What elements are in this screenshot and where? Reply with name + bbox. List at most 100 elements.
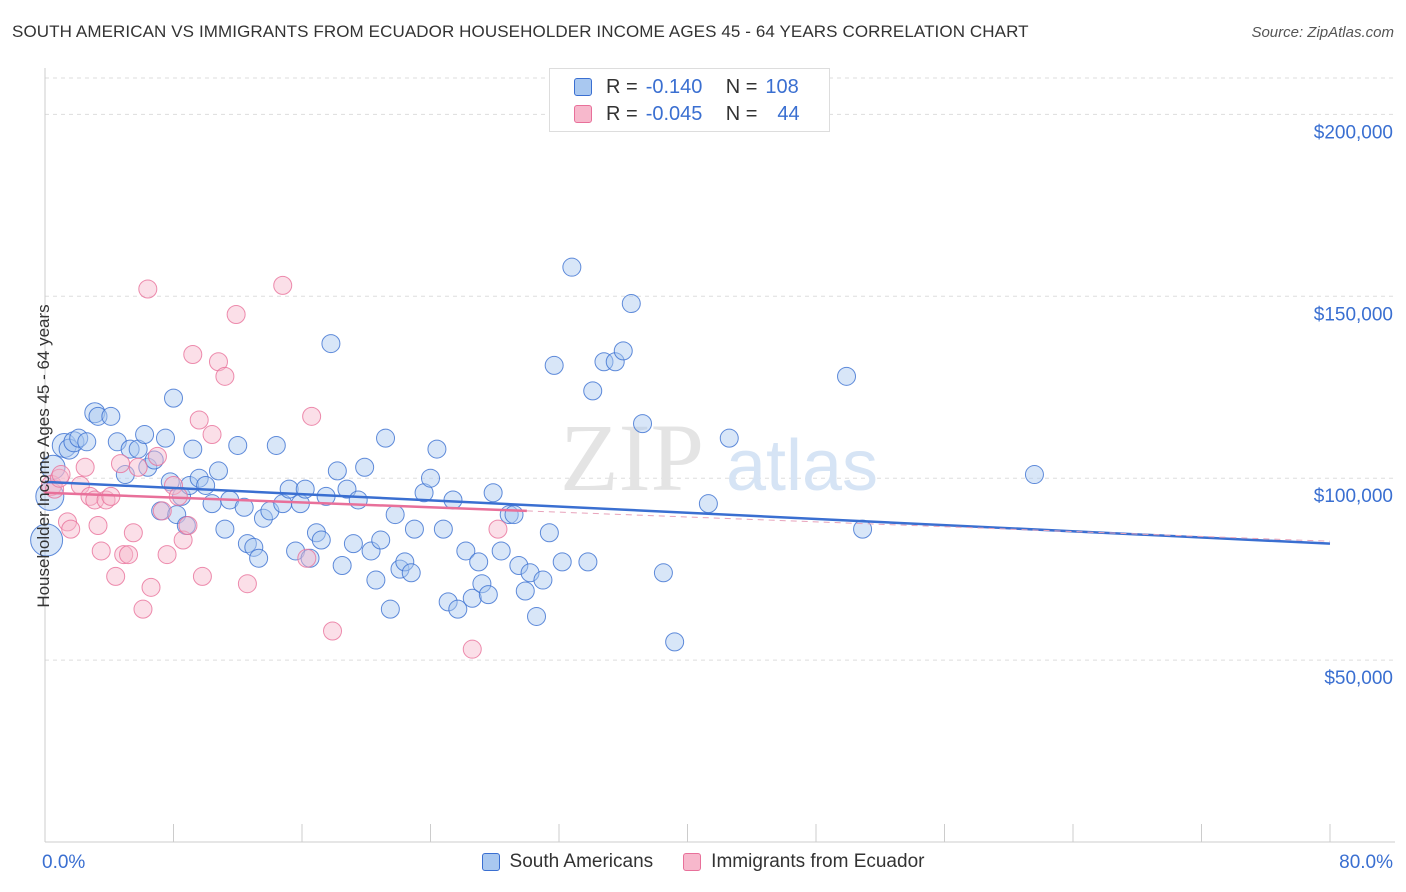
south-american-point: [234, 497, 254, 517]
r-value: -0.045: [645, 102, 703, 125]
ecuador-point: [173, 530, 193, 550]
ecuador-point: [189, 410, 209, 430]
ecuador-point: [91, 541, 111, 561]
south-american-point: [215, 519, 235, 539]
ecuador-point: [202, 425, 222, 445]
south-american-point: [343, 534, 363, 554]
ecuador-trendline: [44, 491, 527, 513]
south-american-point: [562, 257, 582, 277]
ecuador-point: [114, 545, 134, 565]
south-american-point: [120, 439, 140, 459]
ecuador-point: [183, 344, 203, 364]
south-american-point: [698, 494, 718, 514]
south-american-point: [853, 519, 873, 539]
south-american-point: [462, 588, 482, 608]
south-american-point: [144, 450, 164, 470]
south-american-point: [196, 475, 216, 495]
south-american-point: [366, 570, 386, 590]
ecuador-point: [88, 515, 108, 535]
south-american-point: [266, 435, 286, 455]
r-value: -0.140: [645, 75, 703, 98]
south-american-point: [719, 428, 739, 448]
south-american-point: [515, 581, 535, 601]
y-tick-label: $200,000: [1314, 122, 1393, 143]
south-american-point: [160, 472, 180, 492]
south-american-point: [228, 435, 248, 455]
ecuador-point: [302, 406, 322, 426]
ecuador-point: [297, 548, 317, 568]
south-american-point: [77, 432, 97, 452]
legend-label: South Americans: [509, 851, 654, 872]
south-american-trendline: [44, 480, 1331, 545]
ecuador-point: [462, 639, 482, 659]
legend-item-south-americans[interactable]: South Americans: [481, 851, 654, 873]
south-american-point: [404, 519, 424, 539]
south-american-point: [472, 574, 492, 594]
series-legend: South Americans Immigrants from Ecuador: [0, 851, 1406, 873]
south-american-point: [594, 352, 614, 372]
n-value: 44: [777, 102, 800, 125]
south-american-point: [30, 523, 64, 557]
ecuador-point: [123, 523, 143, 543]
south-american-point: [552, 552, 572, 572]
south-american-point: [438, 592, 458, 612]
ecuador-point: [141, 577, 161, 597]
south-american-point: [665, 632, 685, 652]
south-american-point: [533, 570, 553, 590]
source-label: Source: ZipAtlas.com: [1251, 24, 1394, 41]
ecuador-point: [192, 566, 212, 586]
south-american-point: [385, 505, 405, 525]
ecuador-point: [323, 621, 343, 641]
south-american-point: [605, 352, 625, 372]
ecuador-point: [273, 275, 293, 295]
ecuador-point: [178, 515, 198, 535]
ecuador-point: [110, 454, 130, 474]
south-american-point: [421, 468, 440, 488]
south-american-point: [504, 505, 524, 525]
n-value: 108: [765, 75, 799, 98]
ecuador-point: [147, 446, 167, 466]
legend-label: Immigrants from Ecuador: [711, 851, 925, 872]
south-american-point: [509, 556, 529, 576]
south-american-point: [837, 366, 857, 386]
south-american-point: [395, 552, 415, 572]
grid-layer: [45, 77, 1395, 661]
south-american-point: [456, 541, 476, 561]
south-american-point: [101, 406, 121, 426]
south-american-point: [189, 468, 209, 488]
stats-legend-row-pink: R = -0.045 N = 44: [574, 101, 800, 127]
south-american-point: [311, 530, 331, 550]
stats-legend-row-blue: R = -0.140 N = 108: [574, 74, 799, 100]
south-american-point: [361, 541, 381, 561]
south-american-point: [135, 425, 155, 445]
south-american-point: [244, 537, 264, 557]
south-american-point: [348, 490, 368, 510]
y-axis-label: Householder Income Ages 45 - 64 years: [34, 304, 53, 608]
ecuador-point: [237, 574, 257, 594]
x-tick-label-max: 80.0%: [1339, 852, 1393, 873]
south-american-point: [332, 556, 352, 576]
ecuador-point: [75, 457, 95, 477]
y-tick-label: $100,000: [1314, 486, 1393, 507]
south-american-point: [414, 483, 434, 503]
south-american-point: [202, 494, 222, 514]
south-american-point: [653, 563, 673, 583]
south-american-point: [527, 606, 547, 626]
ecuador-trendline-extension: [526, 510, 1331, 542]
south-american-point: [427, 439, 447, 459]
south-american-point: [401, 563, 421, 583]
points-layer: [30, 257, 1044, 659]
south-american-point: [279, 479, 299, 499]
south-american-point: [483, 483, 503, 503]
south-american-point: [1024, 465, 1044, 485]
south-american-point: [380, 599, 400, 619]
south-american-point: [469, 552, 489, 572]
south-american-point: [578, 552, 598, 572]
n-label: N =: [725, 102, 758, 125]
south-american-point: [371, 530, 391, 550]
south-american-point: [583, 381, 603, 401]
ecuador-point: [133, 599, 153, 619]
south-american-point: [448, 599, 468, 619]
legend-item-immigrants-ecuador[interactable]: Immigrants from Ecuador: [683, 851, 924, 873]
